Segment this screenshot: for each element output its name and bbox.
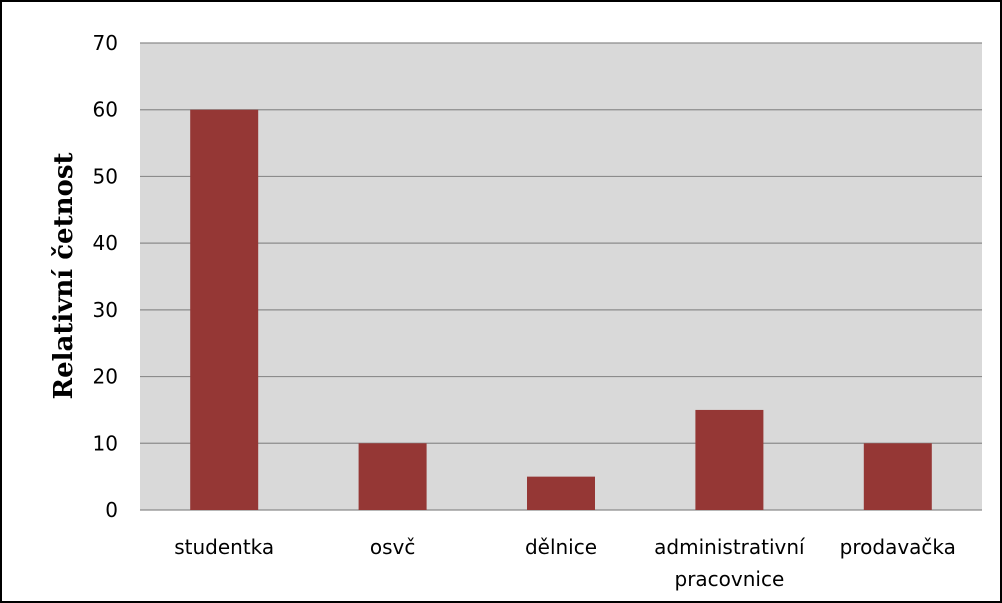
x-category-label-line: administrativní	[654, 535, 806, 559]
y-axis-title: Relativní četnost	[49, 153, 79, 400]
x-category-label: osvč	[370, 535, 416, 559]
bar-4	[863, 443, 932, 510]
x-category-label-line: dělnice	[525, 535, 597, 559]
y-tick-label: 30	[93, 298, 118, 322]
plot-area	[140, 43, 982, 510]
x-category-label-line: studentka	[174, 535, 274, 559]
bar-3	[695, 409, 764, 510]
y-axis-ticks: 0 10 20 30 40 50 60 70	[93, 31, 118, 522]
y-tick-label: 10	[93, 431, 118, 455]
bars	[190, 109, 932, 510]
y-tick-label: 40	[93, 231, 118, 255]
gridlines	[140, 42, 982, 511]
x-category-label: prodavačka	[840, 535, 956, 559]
x-category-label-line: prodavačka	[840, 535, 956, 559]
x-category-label: administrativní pracovnice	[654, 535, 806, 591]
x-category-label-line: pracovnice	[675, 567, 785, 591]
bar-0	[190, 109, 259, 510]
bar-1	[358, 443, 427, 510]
bar-2	[527, 476, 595, 510]
y-tick-label: 0	[105, 498, 118, 522]
y-tick-label: 70	[93, 31, 118, 55]
x-category-label-line: osvč	[370, 535, 416, 559]
x-axis-categories: studentka osvč dělnice administrativní praco…	[174, 535, 956, 591]
y-tick-label: 60	[93, 98, 118, 122]
y-tick-label: 50	[93, 164, 118, 188]
y-tick-label: 20	[93, 365, 118, 389]
x-category-label: studentka	[174, 535, 274, 559]
x-category-label: dělnice	[525, 535, 597, 559]
